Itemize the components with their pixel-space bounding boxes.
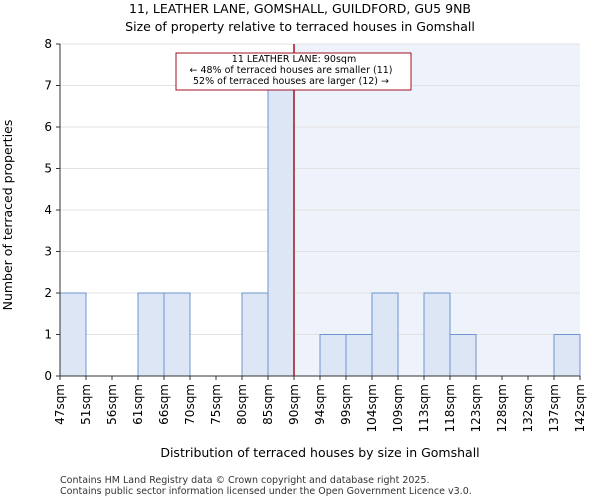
y-tick-label: 4 — [44, 203, 52, 217]
x-tick-label: 104sqm — [365, 384, 379, 432]
x-axis-label: Distribution of terraced houses by size … — [160, 445, 479, 460]
x-tick-label: 90sqm — [287, 384, 301, 425]
bar — [59, 292, 87, 377]
y-tick-label: 1 — [44, 328, 52, 342]
footer-line2: Contains public sector information licen… — [60, 486, 472, 497]
bar — [371, 292, 399, 377]
x-tick-label: 94sqm — [313, 384, 327, 425]
x-tick-label: 113sqm — [417, 384, 431, 432]
x-tick-label: 99sqm — [339, 384, 353, 425]
bar — [423, 292, 451, 377]
annotation-line1: 11 LEATHER LANE: 90sqm — [232, 54, 356, 65]
bar — [553, 334, 581, 377]
y-tick-label: 3 — [44, 245, 52, 259]
bar — [241, 292, 269, 377]
x-tick-label: 75sqm — [209, 384, 223, 425]
annotation-frame — [175, 52, 412, 91]
bar — [163, 292, 191, 377]
x-tick-label: 123sqm — [469, 384, 483, 432]
x-tick-label: 137sqm — [547, 384, 561, 432]
annotation-box: 11 LEATHER LANE: 90sqm ← 48% of terraced… — [175, 52, 412, 91]
annotation-line3: 52% of terraced houses are larger (12) → — [193, 76, 389, 87]
y-tick-label: 2 — [44, 286, 52, 300]
bar — [319, 334, 347, 377]
plot-area: 0 1 2 3 4 5 6 7 8 47sqm 51sqm 56sqm 61sqm 66sqm 70sqm 7… — [44, 37, 587, 432]
bar — [345, 334, 373, 377]
y-tick-label: 7 — [44, 79, 52, 93]
bar — [267, 85, 295, 377]
y-tick-label: 0 — [44, 369, 52, 383]
x-tick-label: 51sqm — [79, 384, 93, 425]
x-tick-label: 109sqm — [391, 384, 405, 432]
bar — [449, 334, 477, 377]
bar — [137, 292, 165, 377]
y-tick-label: 5 — [44, 162, 52, 176]
x-tick-label: 70sqm — [183, 384, 197, 425]
x-tick-label: 132sqm — [521, 384, 535, 432]
x-tick-label: 61sqm — [131, 384, 145, 425]
footer-line1: Contains HM Land Registry data © Crown c… — [60, 475, 430, 486]
y-tick-label: 8 — [44, 37, 52, 51]
annotation-line2: ← 48% of terraced houses are smaller (11… — [189, 65, 392, 76]
y-axis-label: Number of terraced properties — [0, 120, 15, 311]
chart-title-line2: Size of property relative to terraced ho… — [125, 19, 475, 34]
chart-title-line1: 11, LEATHER LANE, GOMSHALL, GUILDFORD, G… — [129, 1, 471, 16]
x-tick-label: 128sqm — [495, 384, 509, 432]
x-tick-label: 66sqm — [157, 384, 171, 425]
x-tick-label: 80sqm — [235, 384, 249, 425]
x-tick-label: 85sqm — [261, 384, 275, 425]
x-tick-label: 142sqm — [573, 384, 587, 432]
x-tick-label: 56sqm — [105, 384, 119, 425]
x-tick-label: 47sqm — [53, 384, 67, 425]
x-tick-label: 118sqm — [443, 384, 457, 432]
y-tick-label: 6 — [44, 120, 52, 134]
